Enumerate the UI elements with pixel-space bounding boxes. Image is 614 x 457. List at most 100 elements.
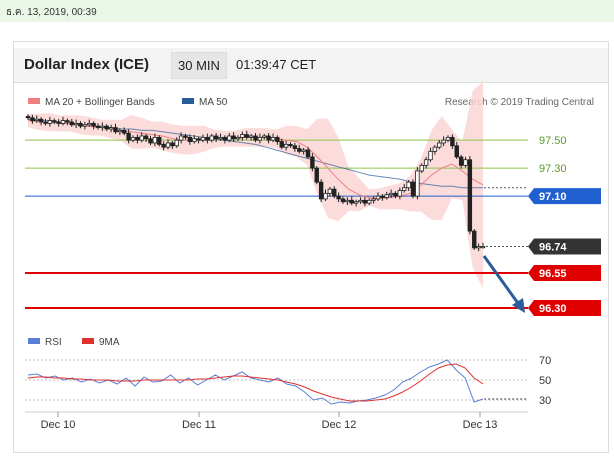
rsi-panel: 70 50 30 [25, 355, 551, 407]
candle-body [222, 136, 228, 141]
candle-body [371, 198, 376, 201]
candle-body [402, 187, 407, 191]
candle-body [458, 156, 464, 166]
candle-body [231, 135, 236, 140]
candle-body [454, 145, 459, 158]
datetime-label: ธ.ค. 13, 2019, 00:39 [6, 7, 97, 18]
level-tag-text-97.10: 97.10 [539, 191, 567, 203]
candle-body [34, 118, 39, 121]
level-tags: 97.50 97.30 97.10 96.74 96.55 96.30 [528, 135, 601, 317]
rsi-legend-swatch [28, 338, 40, 344]
candle-body [476, 246, 481, 249]
candle-body [213, 135, 219, 140]
candle-body [419, 164, 424, 172]
level-label-97.30: 97.30 [539, 163, 567, 175]
candle-body [192, 138, 197, 142]
candle-body [305, 149, 311, 158]
rsi9-legend-label: 9MA [99, 337, 120, 348]
candle-body [353, 201, 359, 204]
candle-body [235, 136, 241, 140]
candle-body [218, 136, 223, 140]
instrument-title: Dollar Index (ICE) [24, 56, 150, 73]
candle-body [410, 181, 416, 197]
candle-body [139, 135, 144, 141]
candle-body [406, 181, 411, 189]
candle-body [178, 135, 184, 141]
rsi-tick-50: 50 [539, 375, 551, 387]
candle-body [332, 188, 337, 197]
candle-body [275, 136, 280, 142]
candle-body [91, 122, 96, 127]
candle-body [65, 120, 70, 123]
candle-body [253, 135, 258, 141]
candle-body [135, 136, 140, 141]
rsi-tick-30: 30 [539, 395, 551, 407]
candle-body [480, 246, 486, 249]
candle-body [240, 134, 245, 138]
level-tag-96.30 [528, 300, 601, 317]
candle-body [349, 199, 354, 204]
candle-body [78, 122, 83, 127]
level-tag-96.55 [528, 265, 601, 282]
candle-body [130, 136, 136, 141]
candle-body [60, 120, 66, 124]
candle-body [82, 124, 88, 127]
candle-body [257, 136, 263, 141]
candle-body [209, 135, 214, 141]
ma50-legend-label: MA 50 [199, 97, 228, 108]
candle-body [170, 142, 175, 147]
candle-body [393, 192, 398, 197]
candle-body [423, 159, 429, 166]
level-tag-text-96.30: 96.30 [539, 303, 567, 315]
level-tag-text-96.55: 96.55 [539, 268, 567, 280]
candle-body [441, 139, 446, 144]
candle-body [375, 195, 381, 200]
candle-body [362, 199, 368, 204]
candle-body [380, 195, 385, 198]
candle-body [388, 192, 394, 196]
candle-body [113, 127, 118, 133]
candle-body [323, 192, 328, 200]
candle-body [117, 129, 123, 133]
level-tag-text-96.74: 96.74 [539, 241, 567, 253]
candle-body [288, 143, 293, 147]
candle-body [87, 122, 92, 126]
candle-body [297, 148, 302, 152]
candle-body [187, 136, 193, 142]
candle-body [47, 120, 53, 124]
candle-body [314, 167, 319, 183]
candle-body [301, 149, 306, 152]
candle-body [262, 135, 267, 138]
rsi9-legend-swatch [82, 338, 94, 344]
candle-body [56, 121, 61, 124]
candle-body [30, 117, 35, 121]
x-tick-label-Dec 11: Dec 11 [182, 419, 216, 431]
candle-body [279, 141, 284, 148]
candle-body [244, 134, 249, 138]
candle-body [174, 139, 179, 147]
candle-body [25, 115, 31, 119]
forecast-arrow-line [482, 255, 522, 307]
top-bar: ธ.ค. 13, 2019, 00:39 [0, 0, 614, 22]
candle-body [310, 156, 315, 169]
forecast-arrow-head [512, 298, 525, 313]
candle-body [196, 138, 201, 141]
chart-header: Dollar Index (ICE) 30 MIN 01:39:47 CET [14, 48, 608, 83]
rsi9-line [27, 363, 484, 402]
candle-body [52, 120, 57, 123]
candle-body [327, 188, 333, 194]
candle-body [248, 135, 254, 138]
candle-body [183, 135, 188, 138]
candle-body [122, 129, 127, 134]
candle-body [463, 159, 468, 166]
candle-body [292, 145, 298, 149]
candle-body [467, 159, 473, 232]
rsi-tick-70: 70 [539, 355, 551, 367]
candle-body [266, 135, 271, 141]
ma50-legend-swatch [182, 98, 194, 104]
candle-body [165, 142, 171, 148]
candle-body [205, 136, 210, 141]
ma20-legend-swatch [28, 98, 40, 104]
timeframe-badge[interactable]: 30 MIN [171, 52, 227, 79]
